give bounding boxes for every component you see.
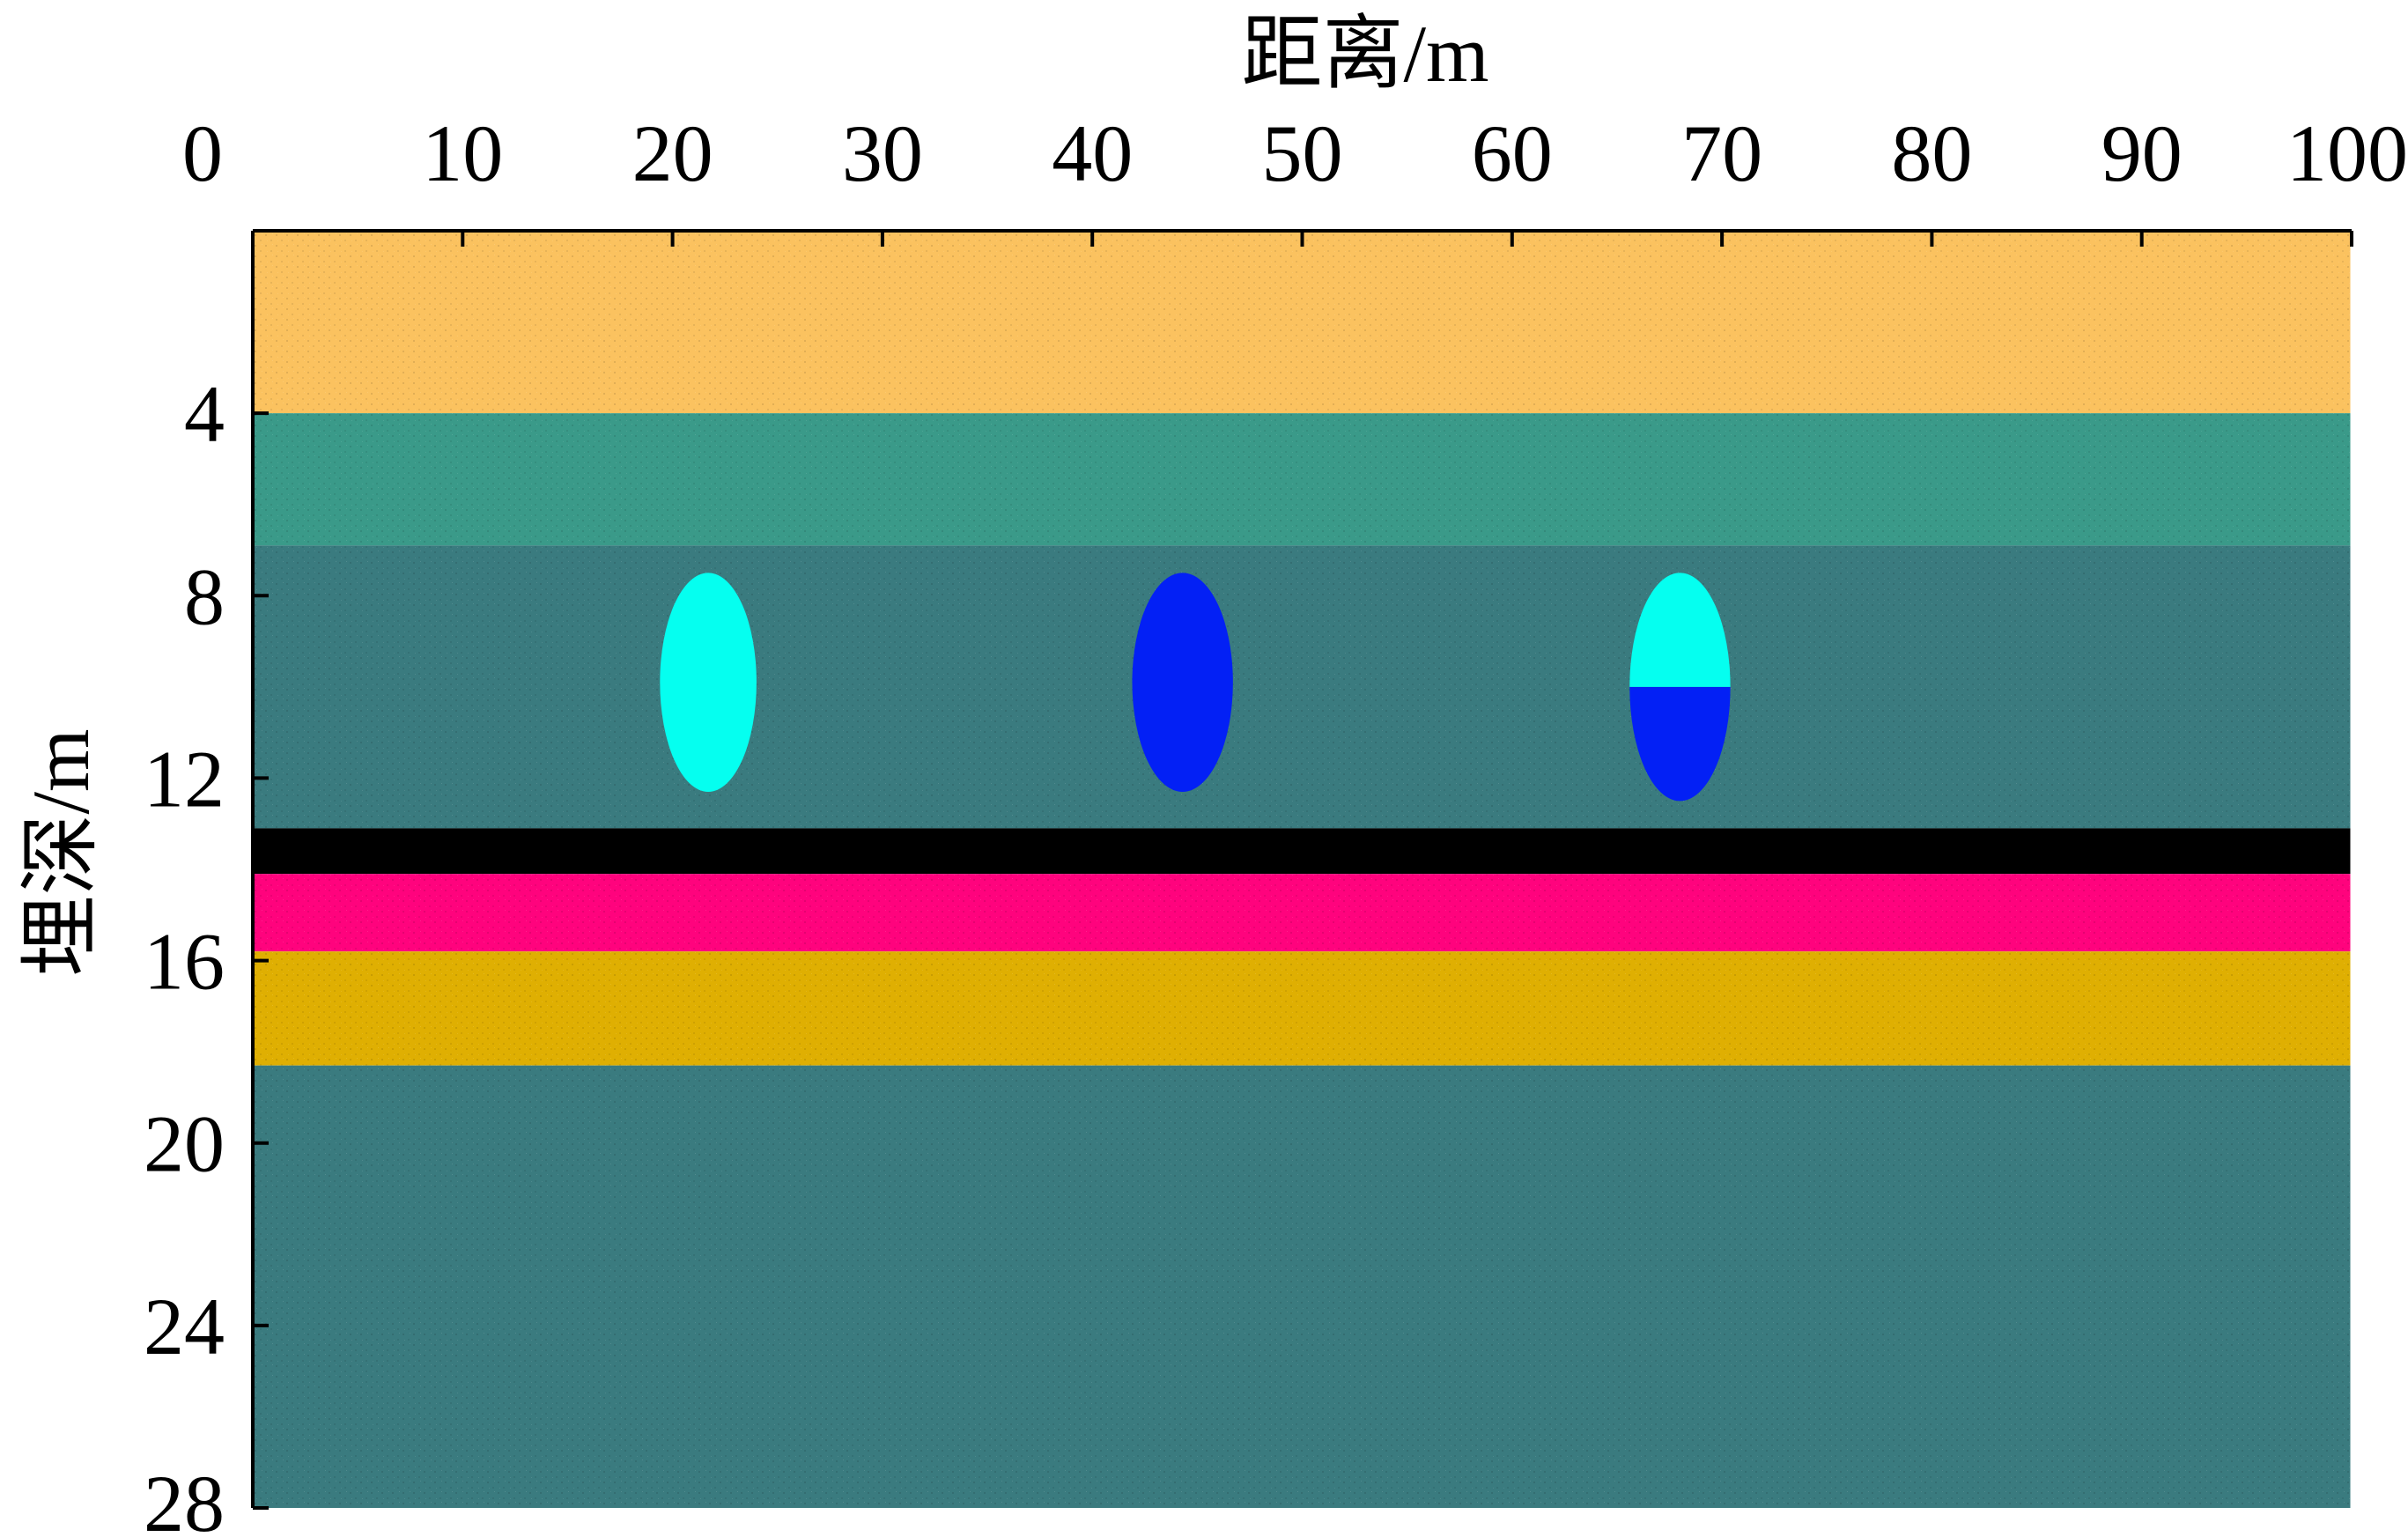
x-tick-label-20: 20	[632, 108, 713, 198]
y-tick-label-12: 12	[144, 734, 225, 824]
x-tick-label-30: 30	[842, 108, 923, 198]
layer-texture-7	[253, 1065, 2352, 1508]
anomaly-1	[660, 573, 757, 792]
anomaly-3-lower	[1629, 686, 1731, 802]
layer-texture-1	[253, 231, 2352, 414]
y-tick-label-20: 20	[144, 1099, 225, 1189]
strata-layers	[253, 231, 2352, 1508]
x-tick-label-50: 50	[1262, 108, 1343, 198]
y-tick-label-8: 8	[184, 551, 225, 641]
x-tick-label-10: 10	[422, 108, 503, 198]
anomaly-bodies	[660, 573, 1731, 802]
layer-texture-5	[253, 874, 2352, 952]
layer-texture-3	[253, 545, 2352, 829]
y-tick-label-4: 4	[184, 369, 225, 459]
y-ticks: 4 8 12 16 20 24 28	[144, 369, 269, 1537]
x-tick-label-0: 0	[182, 108, 223, 198]
layer-texture-2	[253, 413, 2352, 546]
x-tick-label-100: 100	[2286, 108, 2408, 198]
x-tick-label-80: 80	[1891, 108, 1972, 198]
layer-texture-6	[253, 951, 2352, 1066]
x-ticks: 0 10 20 30 40 50 60 70 80 90 100	[182, 108, 2408, 247]
y-tick-label-16: 16	[144, 917, 225, 1007]
x-axis-title: 距离/m	[1241, 9, 1488, 99]
x-tick-label-70: 70	[1681, 108, 1762, 198]
y-tick-label-24: 24	[144, 1282, 225, 1371]
anomaly-2	[1132, 573, 1233, 792]
x-tick-label-60: 60	[1472, 108, 1553, 198]
y-axis-title: 埋深/m	[16, 728, 106, 976]
x-tick-label-40: 40	[1052, 108, 1133, 198]
y-tick-label-28: 28	[144, 1459, 225, 1537]
layer-4	[253, 828, 2352, 875]
anomaly-3-upper	[1629, 573, 1731, 687]
x-tick-label-90: 90	[2101, 108, 2183, 198]
